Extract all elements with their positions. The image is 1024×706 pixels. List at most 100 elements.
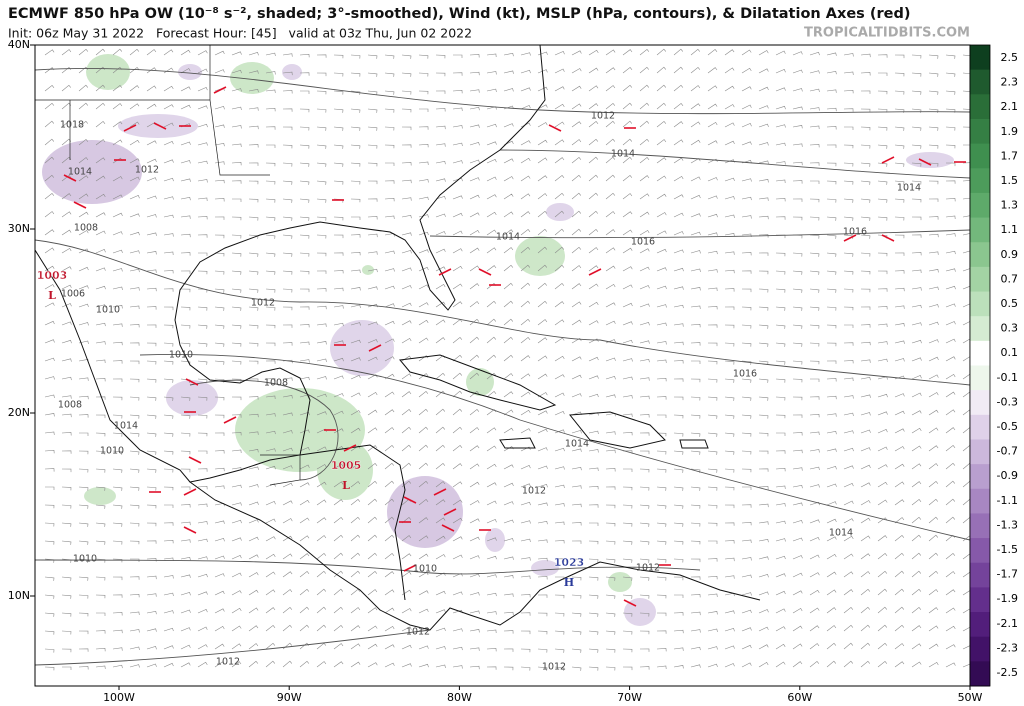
lon-label: 80W [447,691,472,704]
dilatation-axis [213,86,227,94]
dilatation-axis [548,124,562,132]
colorbar-swatch [970,45,990,71]
isobar [189,379,339,481]
ow-positive [466,368,494,396]
dilatation-axis [185,378,199,386]
lon-label: 100W [103,691,135,704]
ow-negative [42,140,142,204]
ow-negative [624,598,656,626]
isobar-label: 1008 [264,378,288,389]
isobar-label: 1008 [58,400,82,411]
title: ECMWF 850 hPa OW (10⁻⁸ s⁻², shaded; 3°-s… [8,6,910,22]
colorbar-swatch [970,612,990,638]
colorbar-swatch [970,464,990,490]
ow-positive [86,54,130,90]
dilatation-axis [588,268,602,276]
isobar-labels: 1018 1014 1012 1008 1006 1010 1012 1010 1008 1008… [58,111,921,673]
colorbar-label: 0.9 [1001,248,1019,261]
colorbar-label: 0.7 [1001,272,1019,285]
isobar-label: 1018 [60,120,84,131]
colorbar-label: 0.1 [1001,346,1019,359]
colorbar-swatch [970,488,990,514]
colorbar-frame [969,44,991,687]
colorbar-label: -1.7 [997,568,1018,581]
colorbar-label: -0.9 [997,469,1018,482]
colorbar-swatch [970,143,990,169]
isobar-label: 1014 [565,439,589,450]
colorbar-swatch [970,291,990,317]
ow-negative [178,64,202,80]
dilatation-axis [123,124,137,132]
colorbar-swatch [970,513,990,539]
dilatation-axis [433,488,447,496]
dilatation-axis [153,122,167,130]
lat-label: 40N [8,38,30,51]
colorbar-label: 1.7 [1001,149,1019,162]
isobar-label: 1016 [733,369,757,380]
ow-negative [531,560,559,576]
isobar-label: 1010 [96,305,120,316]
colorbar-swatch [970,217,990,243]
colorbar-swatch [970,168,990,194]
dilatation-axis [63,174,77,182]
isobar-label: 1016 [631,237,655,248]
dilatation-axis [343,444,357,452]
center-symbol: L [48,289,56,302]
isobar [35,559,701,575]
colorbar-label: -0.5 [997,420,1018,433]
lat-label: 10N [8,589,30,602]
isobar [429,229,970,239]
coastline [174,45,761,631]
isobar-label: 1016 [843,227,867,238]
colorbar-swatch [970,118,990,145]
ow-negative [166,380,218,416]
dilatation-axis [183,488,197,496]
ow-negative [387,476,463,548]
isobar-label: 1014 [611,149,635,160]
dilatation-axis [403,564,417,572]
center-symbol: L [342,479,350,492]
dilatation-axis [183,526,197,534]
dilatation-axis [441,524,455,532]
isobar [35,629,431,666]
center-value: 1023 [554,556,585,569]
colorbar-label: -0.3 [997,395,1018,408]
isobar-label: 1012 [542,662,566,673]
ow-positive [608,572,632,592]
pressure-centers: 1003 L 1005 L 1023 H [36,269,585,589]
isobar-label: 1010 [169,350,193,361]
ow-positive [515,236,565,276]
lon-label: 50W [958,691,983,704]
ow-negative [485,528,505,552]
colorbar-label: -2.1 [997,617,1018,630]
colorbar-label: 2.5 [1001,51,1019,64]
dilatation-axis [918,158,932,166]
center-value: 1003 [37,269,68,282]
colorbar-label: -2.3 [997,641,1018,654]
isobar-label: 1010 [100,446,124,457]
colorbar-label: -1.9 [997,592,1018,605]
ow-negative [546,203,574,221]
map-bg [35,45,970,686]
ow-positive [84,487,116,505]
colorbar-swatch [970,587,990,613]
dilatation-axis [188,456,202,464]
isobars [35,68,970,666]
ow-negative [118,114,198,138]
center-value: 1005 [331,459,362,472]
isobar-label: 1012 [522,486,546,497]
ow-positive [362,265,374,275]
watermark: TROPICALTIDBITS.COM [804,26,970,41]
colorbar-swatch [970,538,990,564]
isobar-label: 1012 [591,111,615,122]
isobar-label: 1014 [496,232,520,243]
ow-positive [230,62,274,94]
isobar-label: 1012 [216,657,240,668]
dilatation-axis [623,599,637,607]
coastlines [35,45,761,631]
isobar-label: 1010 [413,564,437,575]
isobar-label: 1014 [68,167,92,178]
colorbar-swatch [970,390,990,416]
colorbar-swatch [970,192,990,219]
